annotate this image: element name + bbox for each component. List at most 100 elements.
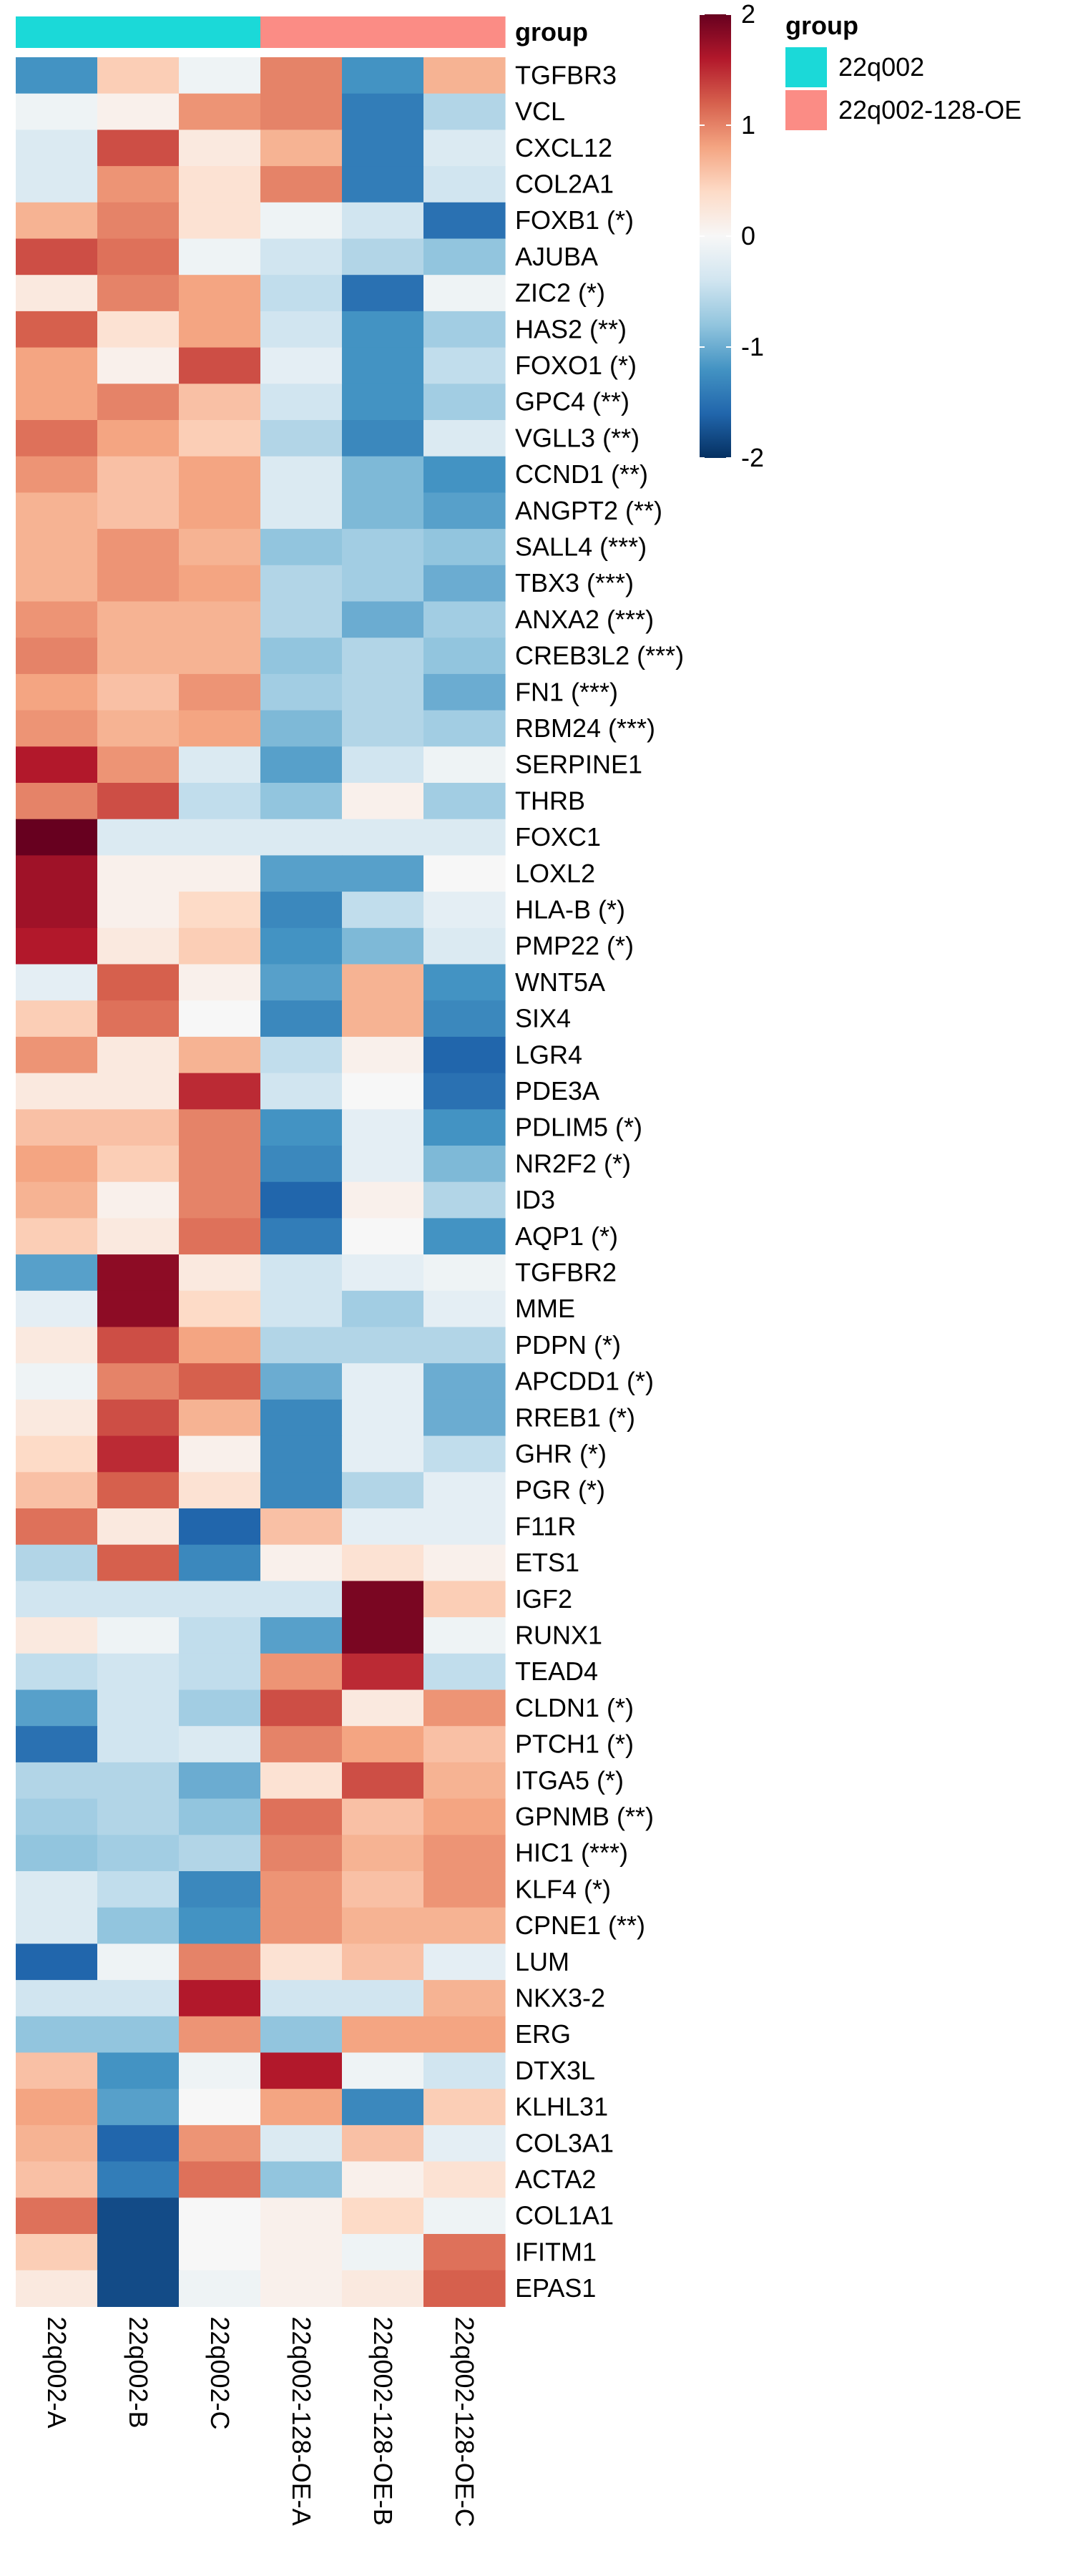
heatmap-cell (260, 1726, 343, 1763)
heatmap-cell (97, 1109, 180, 1146)
heatmap-cell (179, 2124, 261, 2162)
heatmap-cell (16, 2270, 98, 2307)
row-label: PGR (*) (515, 1475, 605, 1505)
row-label: PDPN (*) (515, 1330, 621, 1360)
heatmap-cell (423, 2089, 506, 2126)
heatmap-cell (16, 1980, 98, 2017)
heatmap-cell (179, 1581, 261, 1618)
heatmap-cell (179, 638, 261, 675)
heatmap-cell (179, 746, 261, 784)
heatmap-cell (423, 1073, 506, 1110)
heatmap-cell (179, 311, 261, 348)
heatmap-cell (260, 492, 343, 530)
heatmap-cell (97, 1943, 180, 1981)
group-legend-label: 22q002 (838, 52, 924, 82)
heatmap-cell (342, 202, 424, 240)
heatmap-cell (423, 275, 506, 312)
heatmap-cell (16, 710, 98, 747)
row-label: ANGPT2 (**) (515, 496, 662, 525)
heatmap-cell (260, 275, 343, 312)
heatmap-cell (423, 1146, 506, 1183)
heatmap-cell (16, 2124, 98, 2162)
heatmap-cell (97, 1653, 180, 1691)
heatmap-cells (16, 57, 506, 2307)
heatmap-cell (16, 964, 98, 1001)
heatmap-cell (423, 2161, 506, 2198)
heatmap-cell (16, 166, 98, 203)
heatmap-cell (16, 311, 98, 348)
heatmap-cell (342, 1508, 424, 1546)
heatmap-cell (342, 964, 424, 1001)
heatmap-cell (342, 1036, 424, 1074)
heatmap-cell (260, 2089, 343, 2126)
heatmap-cell (423, 1943, 506, 1981)
heatmap-cell (179, 1073, 261, 1110)
heatmap-cell (342, 1146, 424, 1183)
heatmap-cell (260, 892, 343, 929)
heatmap-cell (423, 2124, 506, 2162)
heatmap-cell (97, 964, 180, 1001)
heatmap-cell (97, 1689, 180, 1727)
heatmap-cell (16, 1399, 98, 1437)
heatmap-cell (16, 1653, 98, 1691)
colorbar-tick-label: 0 (741, 221, 755, 250)
heatmap-cell (342, 1871, 424, 1908)
heatmap-cell (260, 1254, 343, 1292)
heatmap-cell (260, 1581, 343, 1618)
heatmap-cell (423, 601, 506, 638)
heatmap-cell (97, 1146, 180, 1183)
row-label: PDE3A (515, 1076, 599, 1106)
group-legend-items: 22q002 22q002-128-OE (785, 47, 1021, 130)
heatmap-cell (97, 1544, 180, 1581)
heatmap-cell (16, 746, 98, 784)
group-legend-title: group (785, 11, 858, 40)
heatmap-cell (260, 311, 343, 348)
heatmap-cell (97, 783, 180, 820)
heatmap-cell (97, 819, 180, 856)
row-label: ITGA5 (*) (515, 1765, 624, 1795)
heatmap-cell (342, 1835, 424, 1872)
heatmap-cell (423, 1798, 506, 1835)
heatmap-cell (342, 2270, 424, 2307)
heatmap-cell (423, 57, 506, 94)
heatmap-cell (423, 1435, 506, 1473)
heatmap-cell (179, 166, 261, 203)
heatmap-cell (423, 1254, 506, 1292)
heatmap-cell (423, 347, 506, 384)
row-label: WNT5A (515, 967, 605, 997)
column-label: 22q002-128-OE-B (368, 2316, 398, 2525)
heatmap-cell (179, 1798, 261, 1835)
heatmap-cell (97, 130, 180, 167)
heatmap-cell (97, 673, 180, 711)
heatmap-cell (342, 601, 424, 638)
heatmap-cell (16, 57, 98, 94)
heatmap-cell (16, 1835, 98, 1872)
row-label: HAS2 (**) (515, 314, 627, 343)
heatmap-cell (16, 93, 98, 130)
heatmap-cell (179, 710, 261, 747)
heatmap-cell (179, 855, 261, 892)
heatmap-cell (16, 1181, 98, 1219)
heatmap-cell (179, 1327, 261, 1364)
heatmap-cell (342, 2016, 424, 2054)
row-label: CLDN1 (*) (515, 1693, 634, 1722)
heatmap-cell (97, 1073, 180, 1110)
heatmap-cell (342, 2234, 424, 2271)
heatmap-cell (423, 1726, 506, 1763)
heatmap-cell (260, 57, 343, 94)
heatmap-cell (423, 1472, 506, 1509)
row-label: IFITM1 (515, 2237, 597, 2266)
heatmap-cell (423, 1218, 506, 1255)
heatmap-cell (97, 1254, 180, 1292)
heatmap-cell (16, 2234, 98, 2271)
heatmap-cell (179, 1435, 261, 1473)
heatmap-cell (342, 1907, 424, 1944)
heatmap-cell (97, 1435, 180, 1473)
heatmap-cell (16, 673, 98, 711)
heatmap-cell (260, 1980, 343, 2017)
heatmap-cell (342, 1073, 424, 1110)
heatmap-cell (423, 1290, 506, 1328)
heatmap-cell (423, 238, 506, 275)
heatmap-cell (260, 2161, 343, 2198)
heatmap-cell (97, 275, 180, 312)
